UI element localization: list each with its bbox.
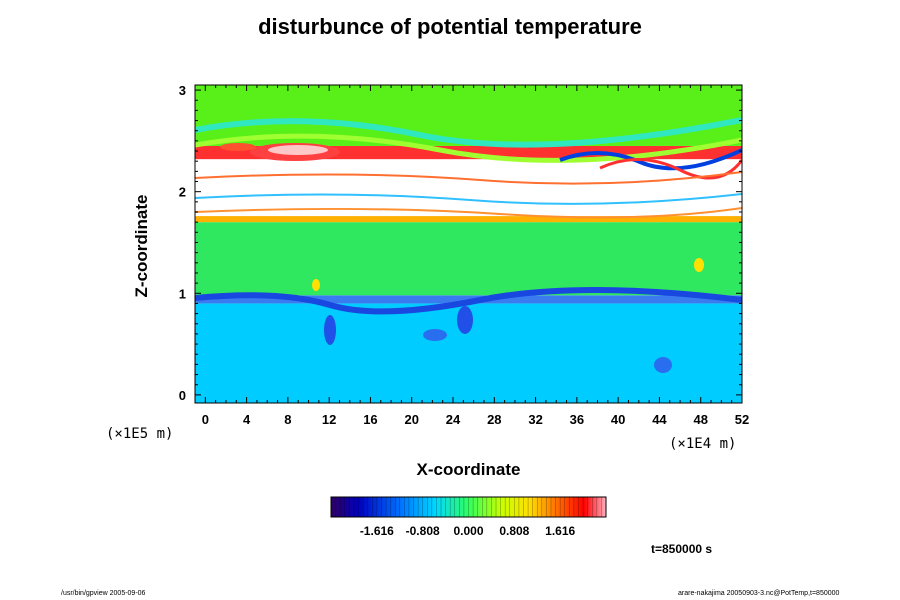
x-axis-label: X-coordinate (416, 460, 521, 479)
colorbar-tick-label: 1.616 (545, 524, 575, 538)
yellow-wave (195, 133, 742, 163)
cyan-streak (195, 193, 742, 205)
field-band-3 (195, 216, 742, 223)
x-tick-label: 8 (284, 412, 291, 427)
footer-right: arare-nakajima 20050903-3.nc@PotTemp,t=8… (678, 590, 840, 597)
plume-2 (457, 306, 473, 334)
warm-blob-left (312, 279, 320, 291)
field-band-4 (195, 159, 742, 217)
x-tick-label: 32 (528, 412, 542, 427)
warm-blob-right (694, 258, 704, 272)
y-axis-label: Z-coordinate (132, 194, 151, 298)
blue-boundary (195, 287, 742, 315)
cyan-wave-1 (195, 117, 742, 148)
y-axis: 0 1 2 3 (179, 83, 742, 403)
x-tick-label: 12 (322, 412, 336, 427)
x-tick-label: 44 (652, 412, 667, 427)
colorbar-tick-label: 0.808 (499, 524, 529, 538)
y-tick-label: 3 (179, 83, 186, 98)
chart-title: disturbunce of potential temperature (258, 14, 642, 39)
y-unit-label: (×1E5 m) (106, 426, 174, 442)
y-tick-label: 0 (179, 388, 186, 403)
colorbar-tick-label: -1.616 (360, 524, 394, 538)
y-tick-label: 1 (179, 286, 186, 301)
x-tick-label: 36 (570, 412, 584, 427)
x-tick-label: 24 (446, 412, 461, 427)
x-tick-label: 40 (611, 412, 625, 427)
x-tick-label: 28 (487, 412, 501, 427)
blue-wave-right (559, 148, 742, 171)
plot-frame (194, 84, 743, 404)
plume-4 (654, 357, 672, 373)
warm-anomaly-small (220, 143, 256, 151)
colorbar-ticks: -1.616 -0.808 0.000 0.808 1.616 (360, 524, 576, 538)
x-unit-label: (×1E4 m) (669, 436, 737, 452)
colorbar-ramp (330, 496, 607, 518)
x-tick-label: 48 (693, 412, 707, 427)
warm-anomaly-core (268, 145, 328, 155)
y-tick-label: 2 (179, 185, 186, 200)
colorbar-tick-label: 0.000 (453, 524, 483, 538)
colorbar: -1.616 -0.808 0.000 0.808 1.616 (330, 496, 607, 538)
x-tick-label: 4 (243, 412, 251, 427)
orange-streak-1 (195, 171, 742, 185)
field-features (195, 117, 742, 373)
orange-streak-2 (195, 207, 742, 219)
colorbar-tick-label: -0.808 (406, 524, 440, 538)
plume-3 (423, 329, 447, 341)
footer-left: /usr/bin/gpview 2005-09-06 (61, 590, 146, 597)
field-band-2 (195, 222, 742, 296)
x-tick-label: 20 (405, 412, 419, 427)
x-axis: 0 4 8 12 16 20 24 28 32 36 40 44 48 52 (202, 85, 749, 427)
x-tick-label: 52 (735, 412, 749, 427)
plume-1 (324, 315, 336, 345)
time-label: t=850000 s (651, 542, 713, 556)
x-tick-label: 16 (363, 412, 377, 427)
x-tick-label: 0 (202, 412, 209, 427)
colorbar-segments (335, 497, 602, 517)
